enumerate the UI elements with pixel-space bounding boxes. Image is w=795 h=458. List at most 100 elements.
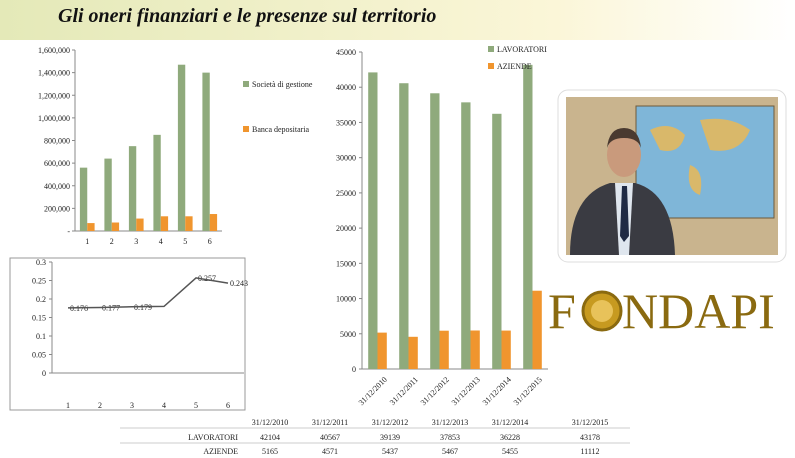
x-tick-label: 6 [226, 401, 230, 410]
table-cell: 40567 [320, 433, 340, 442]
row-label: AZIENDE [203, 447, 238, 456]
bar [408, 336, 418, 369]
bar [430, 93, 440, 370]
y-tick-label: 1,600,000 [38, 46, 70, 55]
y-tick-label: 600,000 [44, 159, 70, 168]
data-label: 0.257 [198, 274, 216, 283]
logo-text: NDAPI [622, 283, 775, 339]
table-cell: 4571 [322, 447, 338, 456]
table-cell: 37853 [440, 433, 460, 442]
bar [492, 113, 502, 369]
y-tick-label: 1,400,000 [38, 69, 70, 78]
table-cell: 42104 [260, 433, 280, 442]
x-tick-label: 3 [134, 237, 138, 246]
slide-title: Gli oneri finanziari e le presenze sul t… [58, 5, 436, 27]
x-tick-label: 31/12/2015 [512, 375, 544, 407]
x-tick-label: 1 [85, 237, 89, 246]
y-tick-label: 45000 [336, 48, 356, 57]
legend-swatch [488, 46, 494, 52]
table-header: 31/12/2013 [432, 418, 468, 427]
table-header: 31/12/2012 [372, 418, 408, 427]
line-chart-frame [9, 257, 246, 411]
table-header: 31/12/2015 [572, 418, 608, 427]
x-tick-label: 31/12/2011 [388, 375, 420, 407]
x-tick-label: 3 [130, 401, 134, 410]
y-tick-label: 0 [42, 369, 46, 378]
legend-swatch [488, 63, 494, 69]
legend-label: Società di gestione [252, 80, 313, 89]
table: 31/12/2010 31/12/2011 31/12/2012 31/12/2013… [188, 418, 608, 456]
y-tick-label: 0.05 [32, 351, 46, 360]
bar [160, 216, 169, 231]
y-tick-label: 0.2 [36, 295, 46, 304]
bar [185, 216, 193, 231]
y-tick-label: 200,000 [44, 204, 70, 213]
bar [128, 146, 137, 231]
y-tick-label: 0 [352, 365, 356, 374]
y-tick-label: 0.3 [36, 258, 46, 267]
legend-label: Banca depositaria [252, 125, 310, 134]
y-tick-label: 35000 [336, 118, 356, 127]
bar [523, 64, 533, 370]
table-header: 31/12/2014 [492, 418, 528, 427]
table-header: 31/12/2011 [312, 418, 348, 427]
x-tick-label: 31/12/2010 [357, 375, 389, 407]
table-cell: 43178 [580, 433, 600, 442]
y-tick-label: 5000 [340, 330, 356, 339]
y-tick-label: 0.15 [32, 314, 46, 323]
bar [136, 218, 144, 231]
bar [399, 83, 409, 369]
x-tick-label: 5 [194, 401, 198, 410]
bar [501, 330, 511, 369]
y-tick-label: 1,200,000 [38, 91, 70, 100]
logo-letter: F [548, 283, 576, 339]
logo-emblem-inner [591, 300, 613, 322]
bar [368, 72, 378, 370]
y-tick-label: - [67, 227, 70, 236]
logo: F NDAPI [548, 283, 775, 339]
bar [377, 332, 387, 369]
x-tick-label: 4 [162, 401, 166, 410]
x-tick-label: 5 [183, 237, 187, 246]
photo [557, 89, 787, 263]
y-tick-label: 30000 [336, 154, 356, 163]
title-band [0, 0, 795, 40]
bar [202, 72, 210, 231]
legend-label: AZIENDE [497, 62, 532, 71]
x-tick-label: 31/12/2012 [419, 375, 451, 407]
bar [111, 222, 120, 231]
x-tick-label: 2 [98, 401, 102, 410]
x-tick-label: 1 [66, 401, 70, 410]
table-cell: 36228 [500, 433, 520, 442]
y-tick-label: 40000 [336, 83, 356, 92]
row-label: LAVORATORI [188, 433, 238, 442]
data-label: 0.177 [102, 304, 120, 313]
bar [177, 64, 186, 231]
table-cell: 5467 [442, 447, 458, 456]
y-tick-label: 25000 [336, 189, 356, 198]
legend-label: LAVORATORI [497, 45, 547, 54]
y-tick-label: 10000 [336, 295, 356, 304]
table-cell: 5455 [502, 447, 518, 456]
y-tick-label: 400,000 [44, 182, 70, 191]
bar [209, 214, 218, 231]
bar [532, 290, 542, 369]
y-tick-label: 800,000 [44, 137, 70, 146]
x-tick-label: 31/12/2014 [481, 375, 513, 407]
bar [439, 330, 449, 369]
y-tick-label: 1,000,000 [38, 114, 70, 123]
bar [87, 223, 95, 231]
table-cell: 39139 [380, 433, 400, 442]
line [67, 277, 229, 309]
x-tick-label: 31/12/2013 [450, 375, 482, 407]
x-tick-label: 4 [159, 237, 163, 246]
table-cell: 5165 [262, 447, 278, 456]
table-cell: 5437 [382, 447, 398, 456]
table-cell: 11112 [580, 447, 599, 456]
bar [104, 158, 112, 231]
bar [79, 167, 88, 231]
x-tick-label: 2 [110, 237, 114, 246]
y-tick-label: 20000 [336, 224, 356, 233]
